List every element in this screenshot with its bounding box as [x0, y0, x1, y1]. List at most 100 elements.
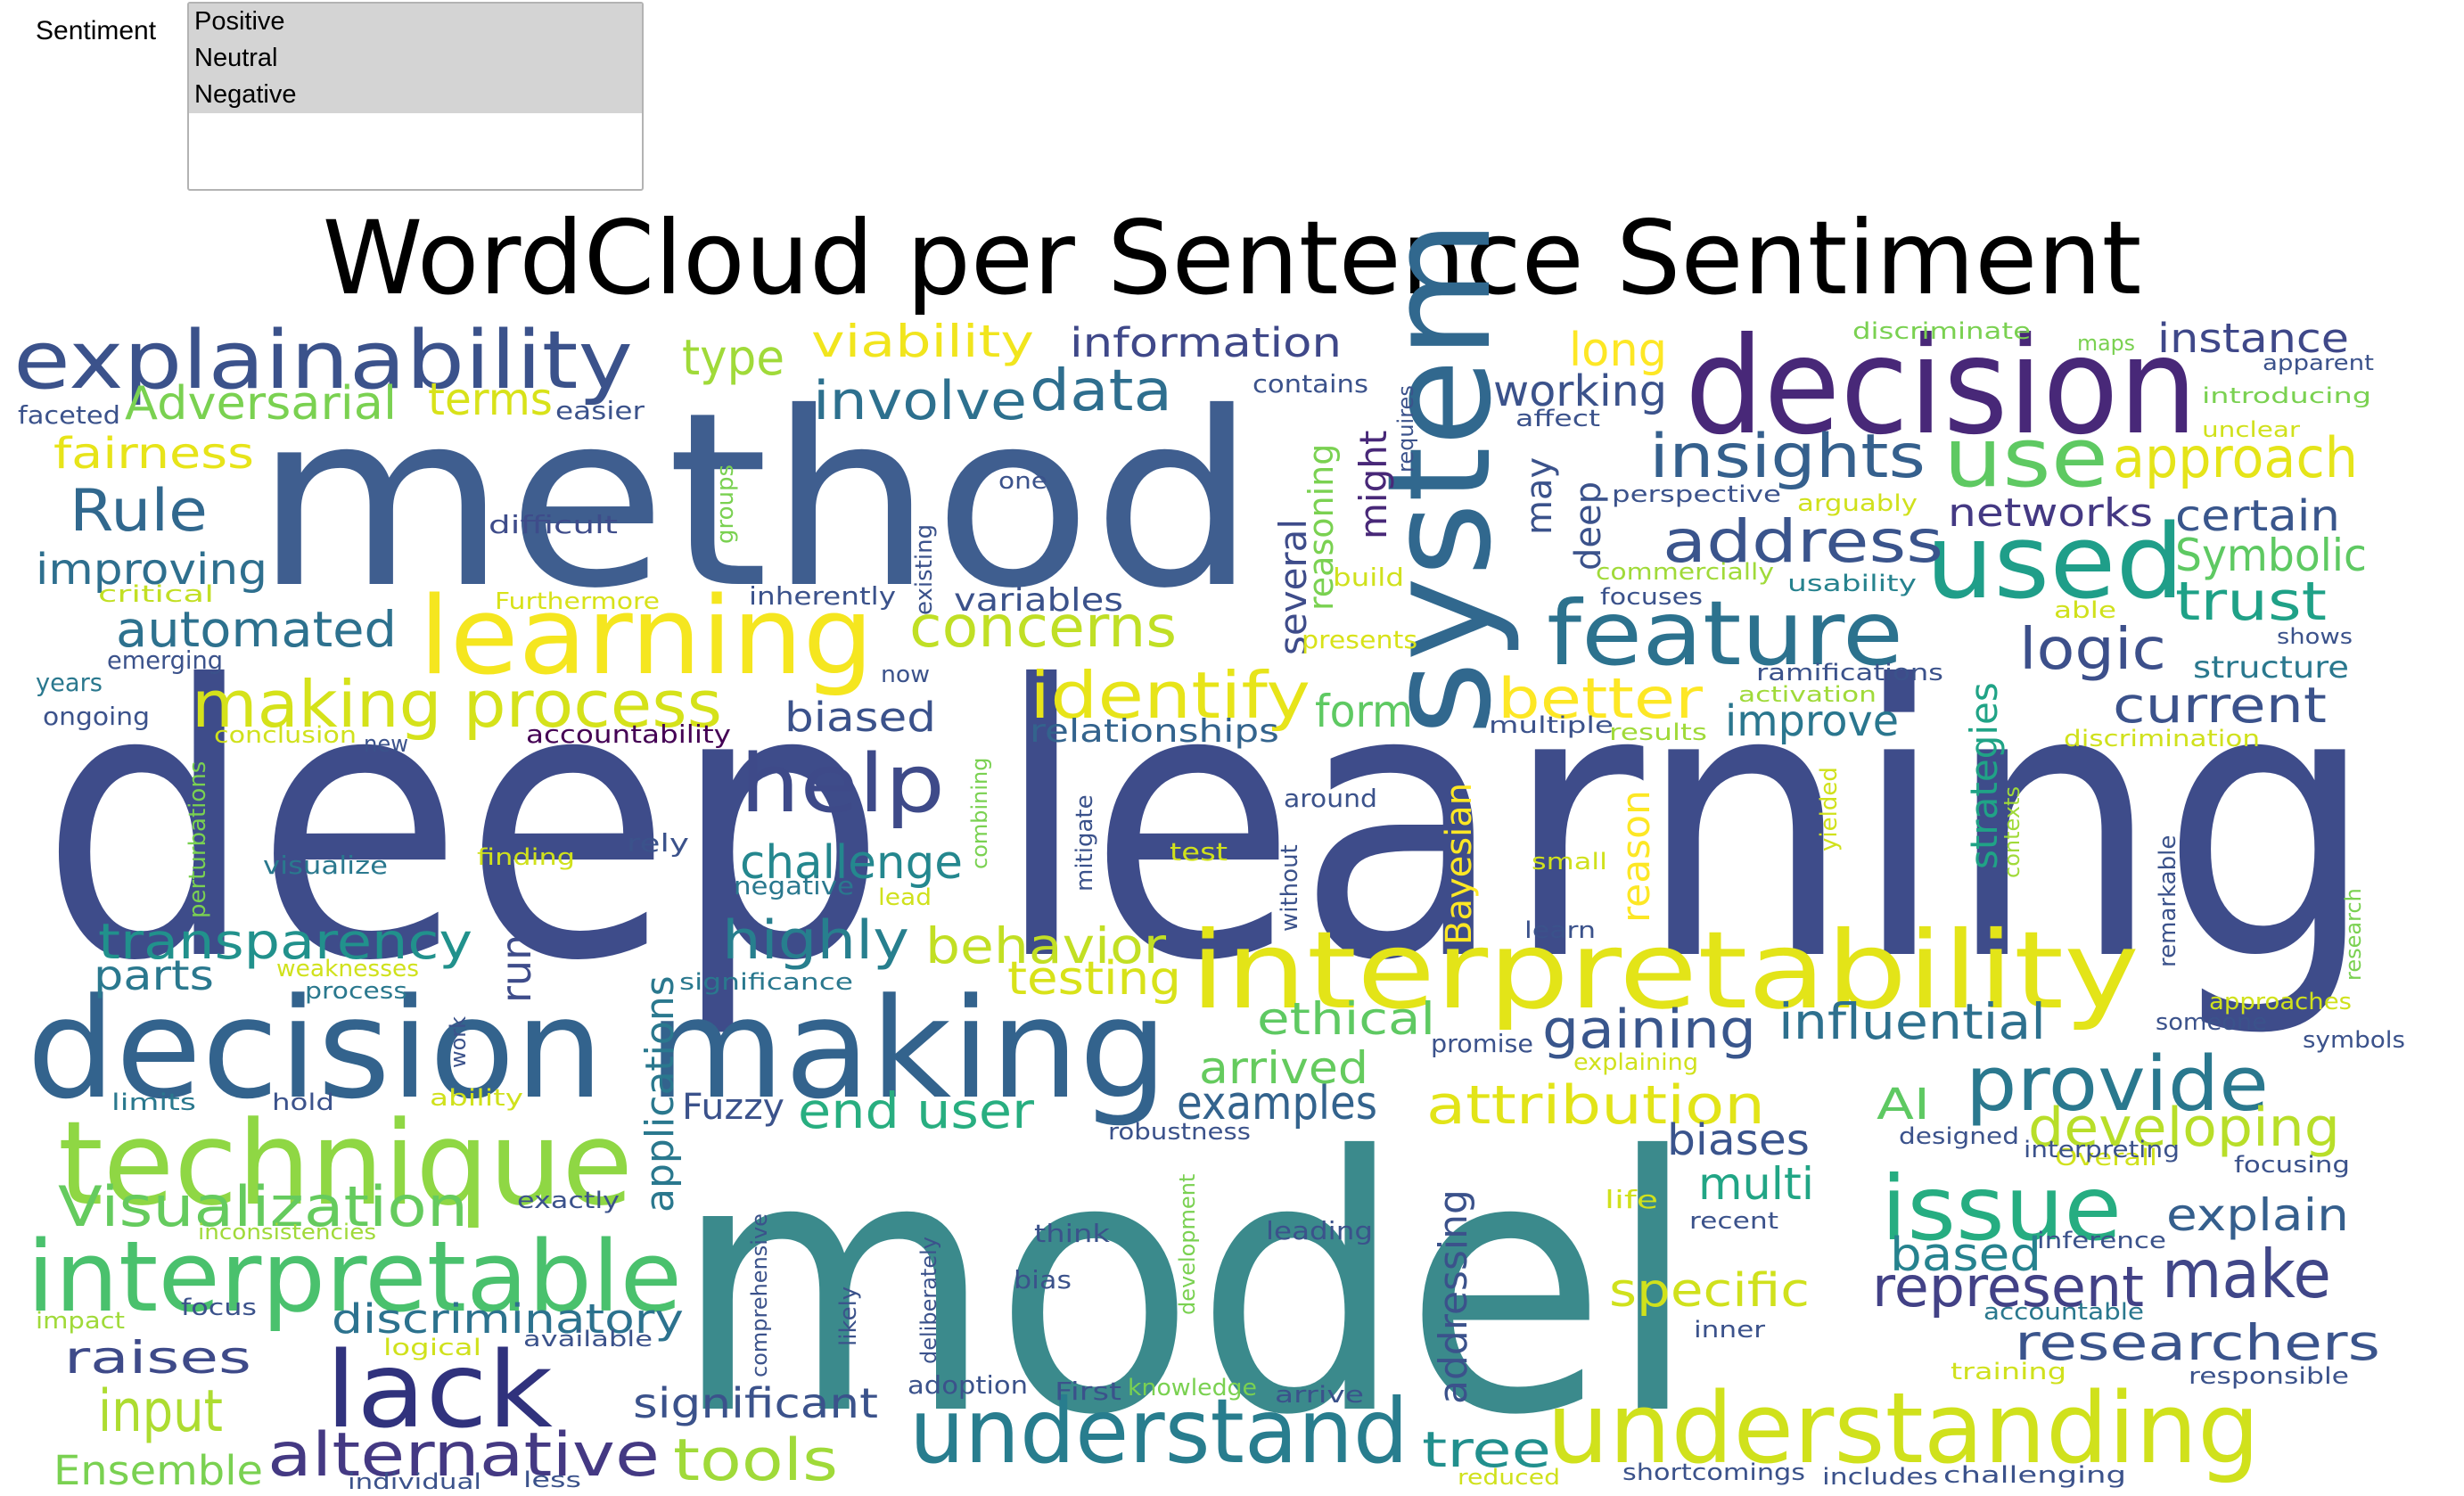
word-model: model: [673, 1082, 1698, 1492]
word-results: results: [1609, 719, 1707, 746]
word-testing: testing: [1007, 952, 1181, 1006]
word-networks: networks: [1948, 490, 2153, 536]
word-introducing: introducing: [2202, 383, 2371, 408]
word-shortcomings: shortcomings: [1622, 1459, 1805, 1486]
word-overall: Overall: [2055, 1145, 2157, 1171]
word-comprehensive: comprehensive: [747, 1213, 772, 1377]
word-fuzzy: Fuzzy: [682, 1087, 784, 1128]
word-knowledge: knowledge: [1128, 1375, 1257, 1401]
word-without: without: [1277, 844, 1303, 932]
word-accountability: accountability: [526, 719, 731, 749]
word-reasoning: reasoning: [1302, 444, 1341, 611]
word-significance: significance: [679, 969, 853, 996]
word-fairness: fairness: [53, 429, 254, 479]
word-groups: groups: [712, 464, 739, 544]
word-apparent: apparent: [2263, 350, 2374, 375]
word-think: think: [1034, 1219, 1111, 1248]
word-deep-learning: deep learning: [40, 607, 2376, 1043]
word-inner: inner: [1694, 1317, 1765, 1344]
word-designed: designed: [1899, 1123, 2019, 1150]
word-concerns: concerns: [909, 595, 1177, 661]
word-yielded: yielded: [1816, 767, 1843, 851]
word-provide: provide: [1966, 1040, 2269, 1129]
word-significant: significant: [633, 1379, 878, 1427]
word-researchers: researchers: [2015, 1314, 2380, 1371]
word-interpretability: interpretability: [1190, 909, 2140, 1033]
word-unclear: unclear: [2202, 417, 2300, 442]
word-interpretable: interpretable: [27, 1220, 682, 1334]
word-limits: limits: [111, 1089, 196, 1116]
word-around: around: [1284, 784, 1377, 813]
word-process: process: [305, 978, 407, 1005]
word-explaining: explaining: [1573, 1049, 1698, 1076]
word-approaches: approaches: [2209, 989, 2352, 1015]
word-deep: deep: [1568, 481, 1609, 571]
word-impact: impact: [36, 1308, 125, 1335]
word-technique: technique: [58, 1096, 633, 1231]
word-arguably: arguably: [1797, 490, 1918, 517]
word-type: type: [682, 329, 784, 386]
word-leading: leading: [1266, 1216, 1373, 1245]
word-includes: includes: [1822, 1464, 1938, 1491]
option-positive[interactable]: Positive: [189, 4, 642, 40]
word-alternative: alternative: [267, 1420, 660, 1491]
word-strategies: strategies: [1962, 682, 2006, 869]
word-lead: lead: [878, 884, 932, 911]
word-variables: variables: [954, 582, 1123, 619]
word-learning: learning: [419, 575, 874, 699]
word-learn: learn: [1524, 917, 1596, 944]
word-highly: highly: [722, 909, 909, 972]
word-insights: insights: [1649, 422, 1926, 492]
option-negative[interactable]: Negative: [189, 77, 642, 113]
word-rely: rely: [627, 828, 689, 858]
word-affect: affect: [1515, 406, 1600, 432]
word-end-user: end user: [798, 1082, 1034, 1139]
word-inference: inference: [2037, 1228, 2166, 1254]
word-remarkable: remarkable: [2155, 835, 2181, 967]
word-trust: trust: [2175, 571, 2327, 633]
word-explainability: explainability: [13, 314, 633, 407]
word-finding: finding: [477, 844, 575, 871]
word-furthermore: Furthermore: [495, 588, 660, 615]
word-ongoing: ongoing: [43, 702, 150, 731]
word-hold: hold: [272, 1089, 334, 1116]
word-understand: understand: [909, 1379, 1409, 1484]
word-shows: shows: [2277, 624, 2353, 649]
word-discriminate: discriminate: [1852, 318, 2031, 345]
word-focusing: focusing: [2234, 1152, 2350, 1179]
word-work: work: [446, 1016, 471, 1068]
word-transparency: transparency: [98, 913, 472, 970]
word-first: First: [1055, 1377, 1121, 1406]
word-make: make: [2162, 1235, 2331, 1313]
word-adversarial: Adversarial: [125, 377, 397, 431]
word-biased: biased: [784, 694, 936, 741]
word-symbols: symbols: [2303, 1027, 2405, 1054]
word-terms: terms: [428, 374, 553, 425]
word-feature: feature: [1547, 581, 1903, 686]
word-form: form: [1315, 686, 1413, 737]
word-multiple: multiple: [1489, 712, 1614, 739]
word-information: information: [1070, 319, 1342, 366]
word-focuses: focuses: [1600, 584, 1703, 611]
word-approach: approach: [2113, 425, 2358, 490]
word-new: new: [364, 731, 408, 758]
word-activation: activation: [1738, 682, 1877, 707]
word-structure: structure: [2193, 650, 2349, 686]
word-involve: involve: [813, 370, 1027, 432]
word-small: small: [1532, 849, 1607, 875]
word-use: use: [1943, 410, 2108, 506]
word-someone: someone: [2156, 1009, 2267, 1036]
word-data: data: [1030, 358, 1172, 424]
word-requires: requires: [1393, 385, 1418, 473]
word-several: several: [1271, 519, 1315, 655]
word-less: less: [523, 1467, 581, 1492]
word-build: build: [1333, 563, 1404, 592]
word-research: research: [2341, 888, 2366, 981]
sentiment-listbox[interactable]: Positive Neutral Negative: [187, 2, 644, 191]
chart-title: WordCloud per Sentence Sentiment: [322, 199, 2142, 317]
word-critical: critical: [98, 581, 214, 608]
word-run: run: [492, 934, 540, 1003]
word-input: input: [98, 1378, 223, 1445]
option-neutral[interactable]: Neutral: [189, 40, 642, 77]
word-system: system: [1356, 220, 1523, 736]
